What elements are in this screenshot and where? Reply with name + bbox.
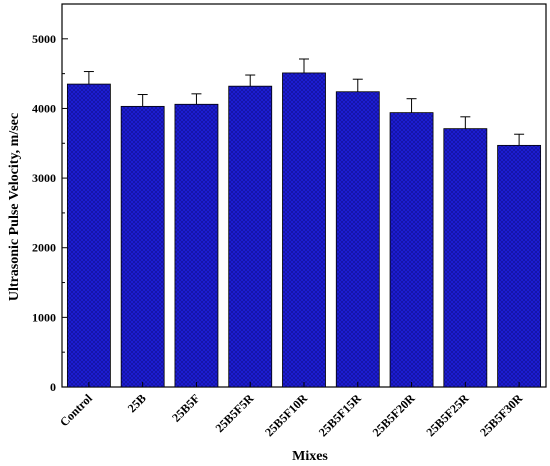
bar (389, 112, 434, 388)
plot-area: 0 1000 2000 3000 4000 5000 Control 25B 25B5F 25B5… (32, 3, 547, 439)
bar (228, 85, 273, 388)
bar (174, 103, 219, 388)
y-tick-label: 2000 (32, 241, 56, 255)
y-tick-label: 1000 (32, 310, 56, 324)
x-tick-label: 25B5F20R (370, 391, 418, 439)
x-tick-label: 25B5F15R (316, 391, 364, 439)
bar (497, 144, 542, 388)
x-tick-label: 25B5F10R (262, 391, 310, 439)
x-tick-label: 25B (125, 391, 149, 415)
bar (120, 105, 165, 388)
x-tick-label: 25B5F5R (213, 391, 257, 435)
y-tick-label: 3000 (32, 171, 56, 185)
x-tick-label: 25B5F30R (477, 391, 525, 439)
bar (443, 128, 488, 388)
x-axis-label: Mixes (292, 449, 328, 464)
x-tick-label: Control (57, 391, 95, 429)
bar (335, 91, 380, 388)
y-tick-label: 5000 (32, 32, 56, 46)
bar (66, 83, 111, 388)
y-tick-label: 0 (50, 380, 56, 394)
y-axis-label: Ultrasonic Pulse Velocity, m/sec (7, 113, 22, 301)
y-tick-label: 4000 (32, 101, 56, 115)
bar (282, 72, 326, 388)
x-tick-label: 25B5F (169, 391, 202, 424)
x-tick-label: 25B5F25R (423, 391, 471, 439)
